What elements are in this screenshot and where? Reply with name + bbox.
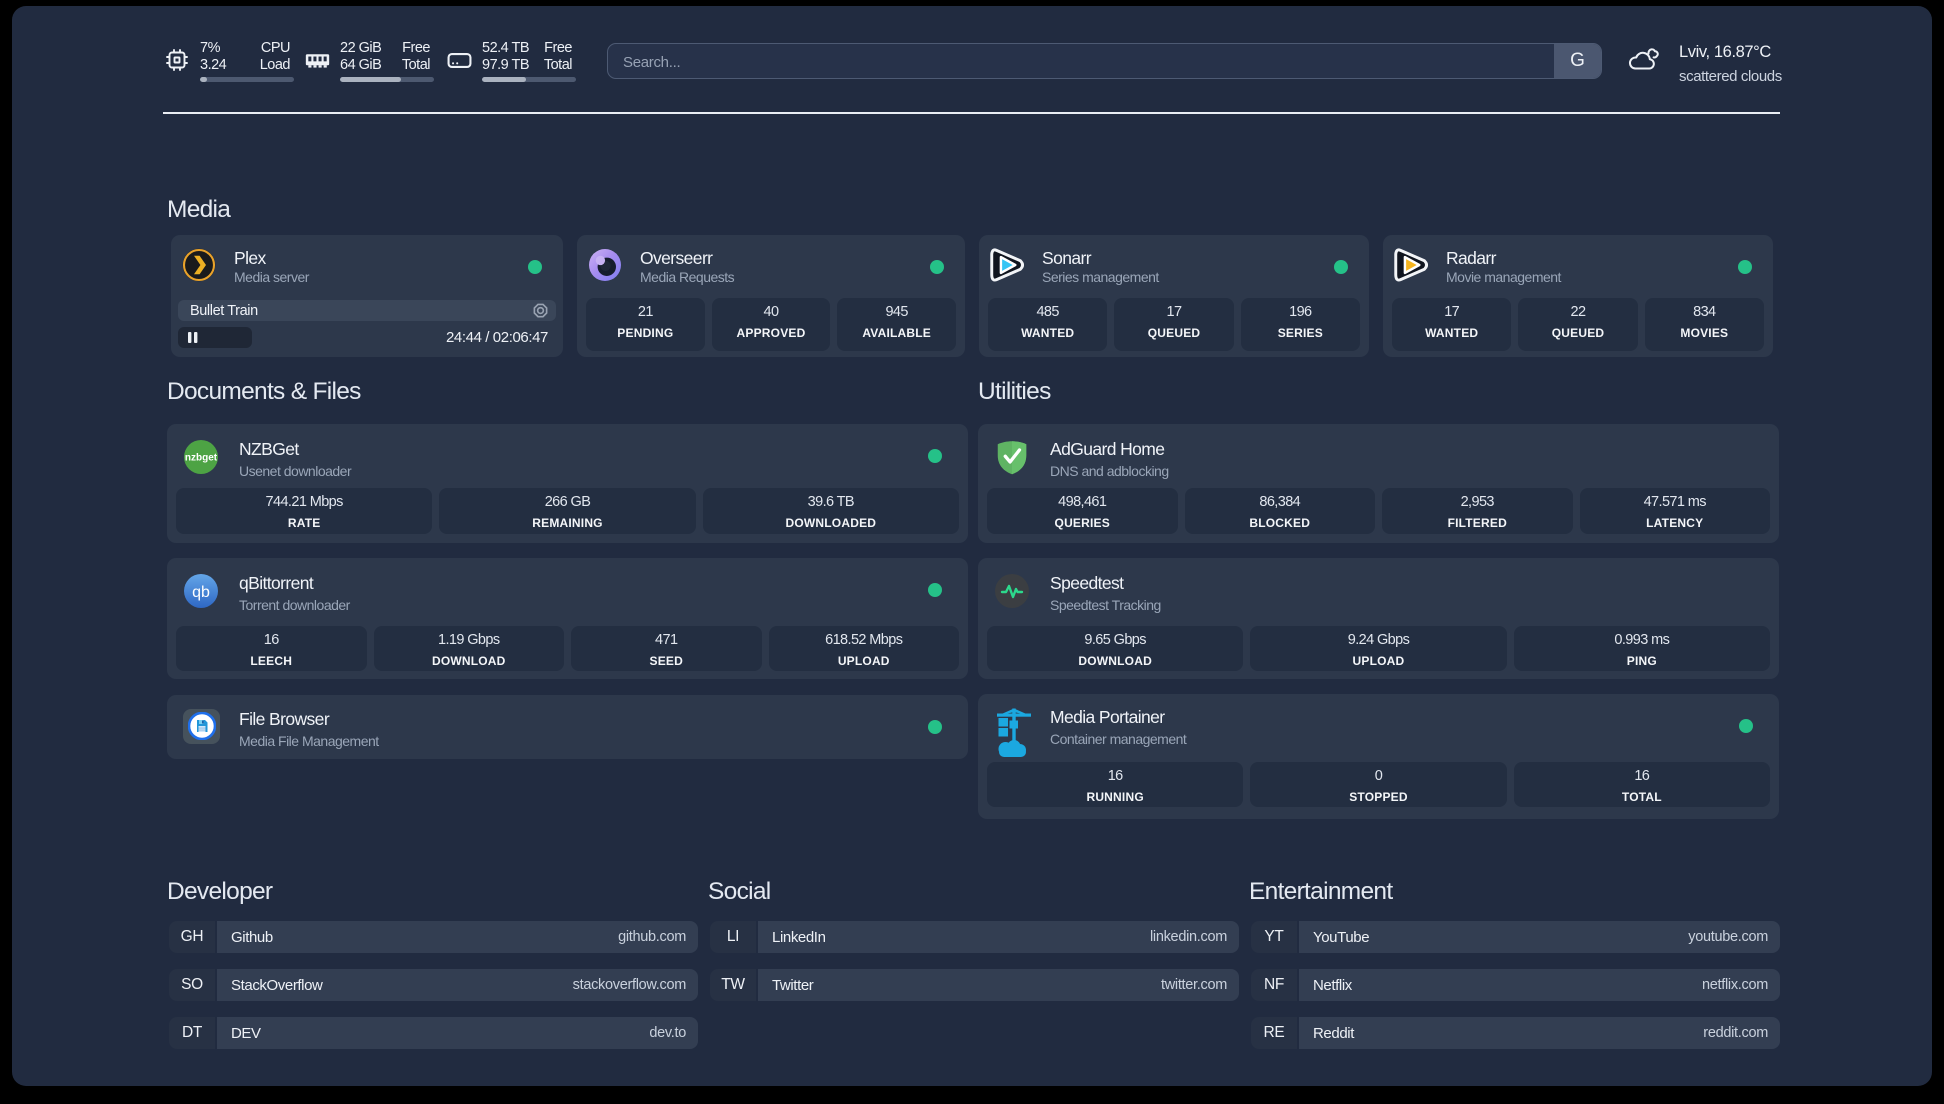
svg-text:nzbget: nzbget: [185, 453, 218, 464]
svg-text:qb: qb: [192, 584, 210, 601]
